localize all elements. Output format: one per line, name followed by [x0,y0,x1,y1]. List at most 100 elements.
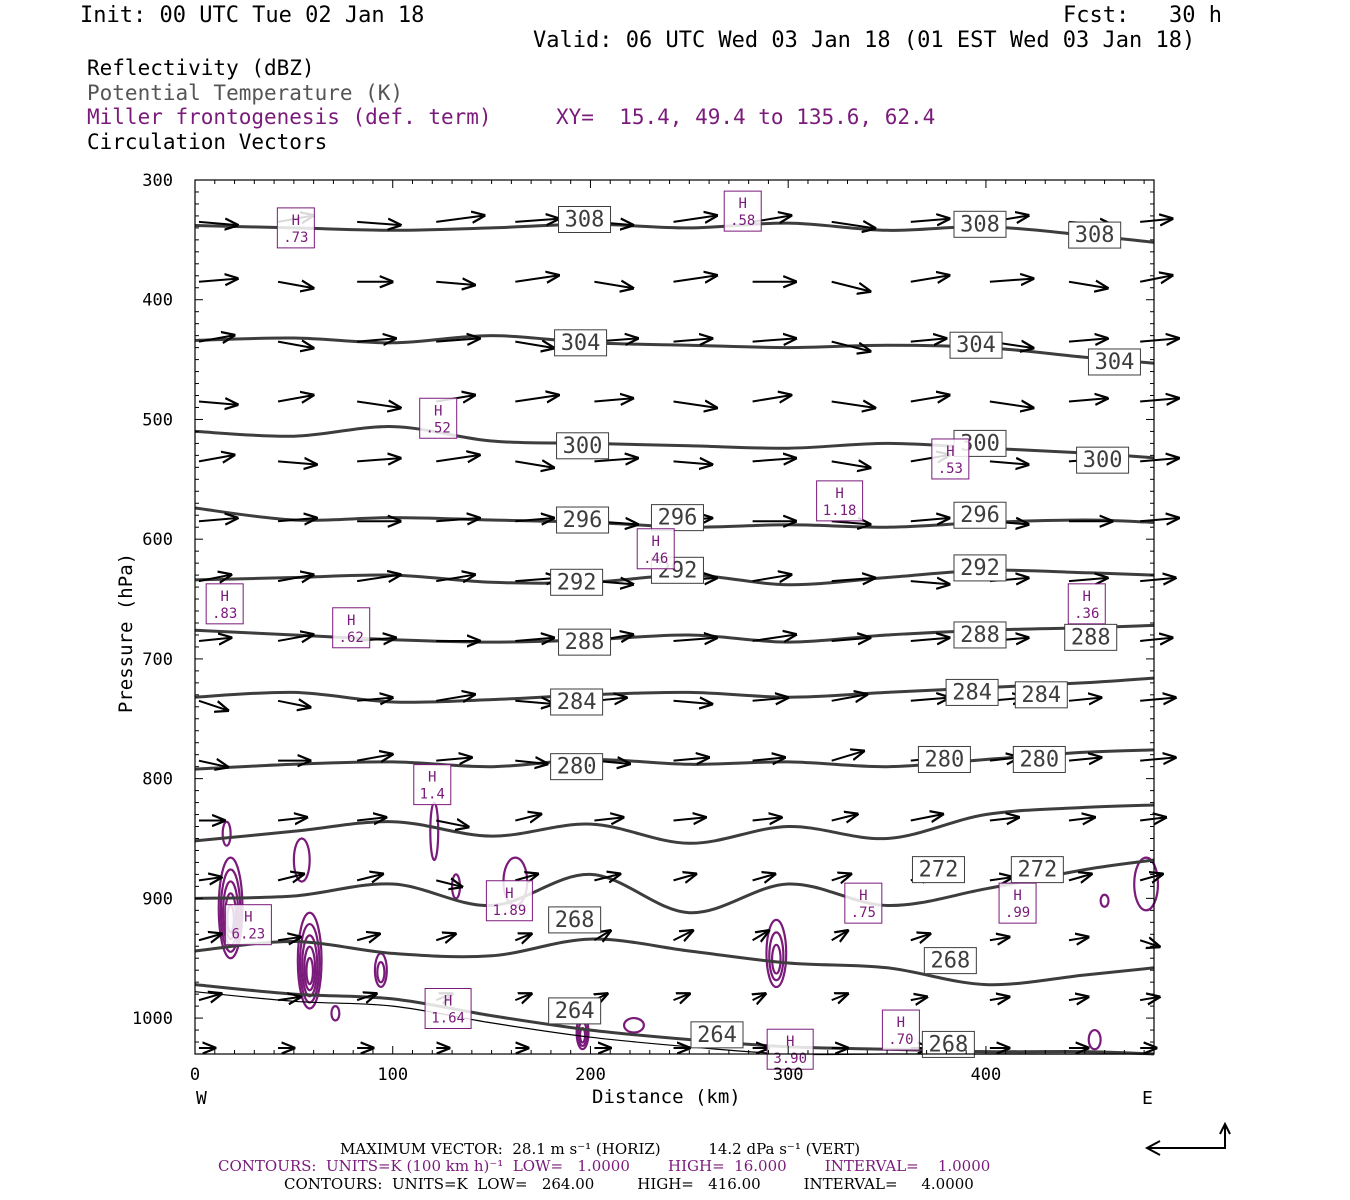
circulation-vector [1068,338,1107,341]
theta-label: 288 [1071,625,1111,650]
valid-time: Valid: 06 UTC Wed 03 Jan 18 (01 EST Wed … [533,28,1196,53]
circulation-vector [752,575,791,581]
theta-label: 288 [960,623,1000,648]
theta-label-box [556,506,610,534]
circulation-vector [198,761,228,767]
circulation-vector [831,638,870,641]
theta-label: 308 [960,212,1000,237]
theta-label-box [554,329,608,357]
theta-label-box [550,568,604,596]
west-label: W [196,1088,207,1109]
frontogenesis-max-value: .58 [730,213,755,229]
circulation-vector [673,638,717,641]
theta-label: 280 [1019,747,1059,772]
circulation-vector [831,401,875,407]
circulation-vector [989,877,1012,880]
theta-label: 296 [960,503,1000,528]
circulation-vector [356,575,400,581]
frontogenesis-max-value: .75 [851,905,876,921]
frontogenesis-cell-contour [770,943,782,975]
circulation-vector [277,937,300,940]
circulation-vector [1068,578,1107,581]
circulation-vector [752,931,769,941]
circulation-vector [1068,698,1101,701]
circulation-vector [356,934,379,940]
frontogenesis-max-symbol: H [1083,589,1091,605]
theta-label-box [550,688,604,716]
circulation-vector [1139,275,1172,281]
circulation-vector [515,342,553,348]
circulation-vector [277,461,316,464]
theta-contour-268 [194,937,1155,987]
circulation-vector [198,401,237,404]
y-tick-label: 300 [142,171,173,191]
frontogenesis-max-value: .73 [283,230,308,246]
circulation-vector [515,219,558,222]
theta-label-box [953,621,1007,649]
circulation-vector [357,698,392,701]
circulation-vector [357,222,400,225]
circulation-vector [357,817,386,820]
circulation-vector [673,401,717,407]
circulation-vector [831,280,870,292]
circulation-vector [673,757,709,760]
circulation-vector [435,880,462,886]
frontogenesis-max-box [332,607,371,649]
theta-label: 296 [658,506,698,531]
theta-label-box [1068,221,1122,249]
circulation-vector [1140,518,1178,521]
circulation-vector [1140,698,1175,701]
frontogenesis-max-symbol: H [786,1034,794,1050]
circulation-vector [515,518,553,521]
circulation-vector [436,338,479,341]
circulation-vector [1140,338,1178,341]
theta-label: 280 [925,747,965,772]
y-axis-title: Pressure (hPa) [115,552,137,714]
frontogenesis-max-symbol: H [347,613,355,629]
frontogenesis-max-symbol: H [1013,888,1021,904]
frontogenesis-cell-contour [330,1005,341,1022]
frontogenesis-contours [217,801,1160,1051]
circulation-vector [277,342,313,348]
circulation-vector [277,282,313,288]
circulation-vector [1139,874,1162,880]
frontogenesis-max-value: 1.64 [431,1011,465,1027]
frontogenesis-max-box [276,207,315,249]
frontogenesis-max-symbol: H [835,486,843,502]
frontogenesis-max-value: .46 [643,551,668,567]
circulation-vector [910,934,930,940]
frontogenesis-cell-contour [296,911,323,1010]
circulation-vector [515,638,553,641]
theta-label: 264 [697,1023,737,1048]
circulation-vector [277,817,307,820]
frontogenesis-max-value: .62 [339,630,364,646]
circulation-vector [752,635,796,641]
frontogenesis-max-box [1067,583,1106,625]
circulation-vector [515,814,541,820]
circulation-vector [1068,817,1095,820]
east-label: E [1142,1088,1153,1109]
frontogenesis-max-value: .83 [212,606,237,622]
theta-label-box [1064,623,1118,651]
circulation-vector [831,931,848,941]
frontogenesis-cell-contour [376,961,386,984]
circulation-vector [436,575,474,581]
frontogenesis-cell-contour [622,1016,645,1034]
circulation-vector [673,216,717,222]
circulation-vector [1068,282,1107,288]
y-tick-label: 600 [142,530,173,550]
theta-label: 296 [563,508,603,533]
theta-label: 300 [1083,448,1123,473]
frontogenesis-max-symbol: H [651,534,659,550]
circulation-vector [356,874,383,880]
circulation-vector [910,814,943,820]
theta-label-box [690,1021,744,1049]
circulation-vector [989,461,1028,464]
circulation-vector [673,275,717,281]
circulation-vector [356,994,376,1000]
title-potential-temperature: Potential Temperature (K) [87,81,404,105]
circulation-vector [198,279,237,282]
frontogenesis-max-box [224,904,272,946]
